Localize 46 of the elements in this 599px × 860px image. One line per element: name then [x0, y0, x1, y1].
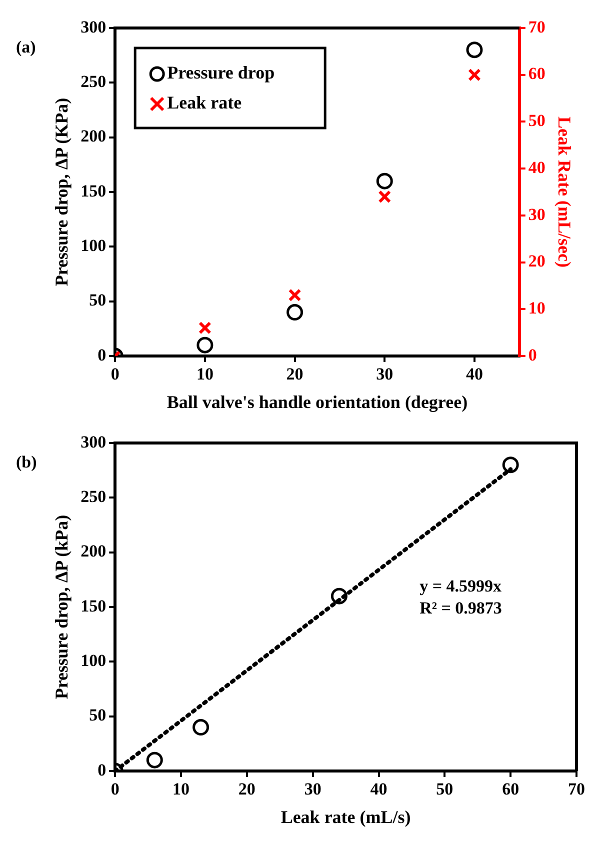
- x-tick-label: 10: [172, 780, 190, 799]
- y-tick-label: 150: [80, 181, 106, 200]
- x-tick-label: 0: [110, 780, 120, 799]
- x-tick-label: 30: [376, 364, 394, 384]
- y-tick-label: 100: [80, 236, 106, 256]
- y-tick-label: 150: [80, 596, 106, 616]
- x-axis-title: Leak rate (mL/s): [280, 806, 411, 827]
- y2-tick-label: 70: [528, 17, 546, 36]
- y-tick-label: 250: [80, 72, 106, 92]
- legend-label: Leak rate: [167, 92, 242, 113]
- annotation: y = 4.5999x: [420, 576, 502, 596]
- y2-tick-label: 40: [528, 158, 546, 177]
- y-tick-label: 0: [98, 760, 106, 780]
- y-tick-label: 200: [80, 126, 106, 146]
- y-tick-label: 300: [80, 432, 106, 452]
- x-tick-label: 40: [466, 364, 483, 384]
- x-axis-title: Ball valve's handle orientation (degree): [166, 392, 468, 412]
- y2-tick-label: 20: [528, 252, 546, 271]
- x-tick-label: 20: [286, 364, 304, 384]
- x-tick-label: 50: [436, 780, 454, 799]
- x-tick-label: 40: [370, 780, 388, 799]
- y-tick-label: 50: [89, 290, 106, 310]
- x-tick-label: 60: [502, 780, 520, 799]
- legend-label: Pressure drop: [167, 62, 275, 83]
- y-tick-label: 50: [89, 706, 106, 725]
- y2-tick-label: 30: [528, 204, 546, 224]
- y2-tick-label: 60: [528, 64, 546, 84]
- text: (b): [16, 452, 37, 472]
- y-axis-title: Pressure drop, ΔP (kPa): [51, 514, 72, 700]
- x-tick-label: 70: [568, 780, 585, 799]
- x-tick-label: 30: [304, 780, 322, 799]
- y2-tick-label: 10: [528, 298, 546, 318]
- y-axis-title: Pressure drop, ΔP (KPa): [51, 98, 72, 286]
- y-tick-label: 300: [80, 17, 106, 36]
- y-tick-label: 250: [80, 487, 106, 506]
- annotation: R² = 0.9873: [420, 598, 502, 618]
- x-tick-label: 20: [238, 780, 256, 799]
- x-tick-label: 0: [110, 364, 120, 384]
- y-tick-label: 200: [80, 542, 106, 561]
- y-tick-label: 0: [98, 345, 106, 364]
- y-tick-label: 100: [80, 651, 106, 670]
- y2-axis-title: Leak Rate (mL/sec): [554, 116, 575, 268]
- x-tick-label: 10: [196, 364, 214, 384]
- text: (a): [16, 37, 36, 56]
- y2-tick-label: 50: [528, 111, 546, 130]
- y2-tick-label: 0: [528, 345, 537, 364]
